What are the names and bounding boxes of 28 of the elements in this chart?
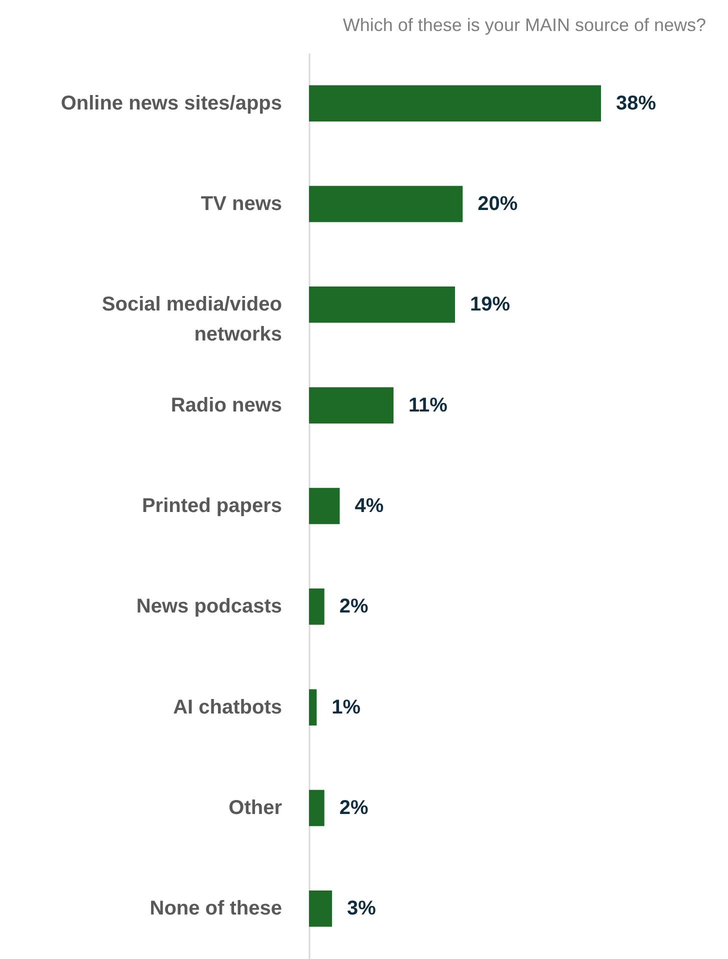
y-tick-label: Other — [228, 797, 282, 819]
data-label: 38% — [616, 92, 656, 114]
data-label: 2% — [339, 797, 368, 819]
y-tick-label: None of these — [150, 898, 282, 920]
y-tick-label: News podcasts — [136, 596, 282, 618]
data-label: 2% — [339, 596, 368, 618]
bar — [309, 588, 324, 625]
bar — [309, 790, 324, 826]
bar — [309, 186, 463, 222]
y-tick-label: Printed papers — [142, 495, 282, 517]
bar — [309, 387, 394, 424]
data-label: 4% — [354, 495, 384, 517]
data-label: 3% — [347, 898, 376, 920]
bar — [309, 689, 317, 726]
bar — [309, 286, 455, 323]
data-label: 1% — [332, 696, 361, 718]
bar — [309, 488, 340, 524]
y-tick-label: Online news sites/apps — [60, 92, 282, 114]
y-tick-label: AI chatbots — [173, 696, 282, 718]
data-label: 19% — [470, 294, 510, 316]
y-tick-label: TV news — [200, 193, 282, 215]
bar — [309, 85, 601, 122]
bar — [309, 890, 332, 927]
chart-title: Which of these is your MAIN source of news? — [342, 15, 706, 35]
y-tick-label: Social media/video networks — [102, 294, 282, 346]
y-tick-label: Radio news — [170, 394, 282, 416]
data-label: 11% — [408, 394, 448, 416]
data-label: 20% — [478, 193, 518, 215]
